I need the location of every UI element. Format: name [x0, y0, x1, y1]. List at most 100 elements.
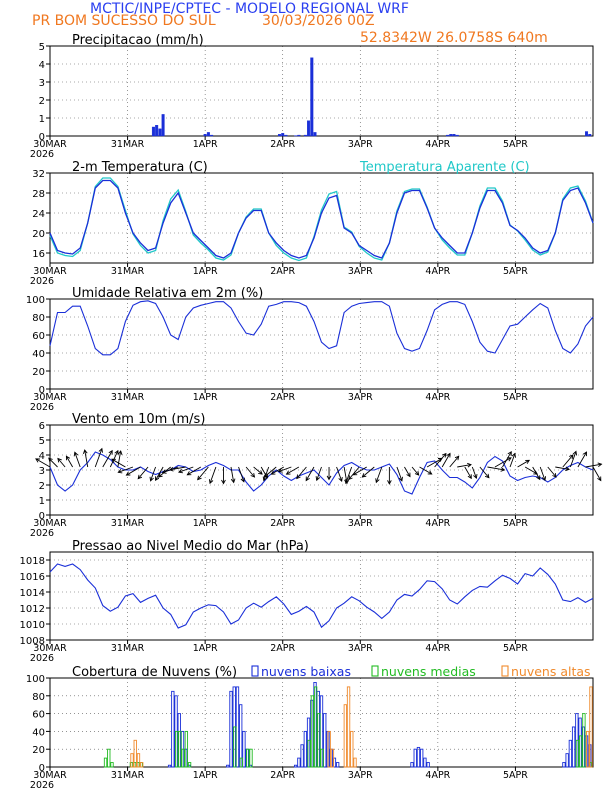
wind-vector [84, 449, 89, 468]
mid-cloud-bar [246, 748, 250, 768]
precip-bar [151, 126, 155, 137]
y-tick-label: 0 [39, 511, 45, 522]
x-tick-label: 5APR [503, 139, 528, 150]
low-cloud-bar [420, 748, 424, 768]
wind-vector [66, 456, 74, 468]
low-cloud-bar [323, 713, 327, 768]
panel-title: Precipitacao (mm/h) [72, 33, 204, 48]
x-tick-label: 1APR [193, 266, 218, 277]
wind-vector-head [82, 449, 88, 455]
wind-vector-head [230, 478, 236, 484]
precip-bar [210, 134, 214, 137]
panel-frame [49, 45, 594, 137]
x-tick-label: 3APR [348, 392, 373, 403]
wind-vector [585, 463, 602, 468]
y-tick-label: 1012 [20, 604, 45, 615]
pressure-line [49, 563, 594, 629]
y-tick-label: 40 [32, 349, 45, 360]
header-coords: 52.8342W 26.0758S 640m [360, 30, 548, 46]
y-tick-label: 40 [32, 727, 45, 738]
x-year-label: 2026 [30, 653, 54, 664]
high-cloud-bar [353, 757, 357, 768]
wind-vector [305, 466, 315, 481]
x-tick-label: 1APR [193, 392, 218, 403]
wind-vector [111, 458, 126, 468]
mid-cloud-bar [317, 713, 321, 768]
header-line-1: MCTIC/INPE/CPTEC - MODELO REGIONAL WRF [90, 1, 409, 17]
mid-cloud-bar [313, 686, 318, 768]
x-year-label: 2026 [30, 149, 54, 160]
low-cloud-bar [571, 726, 576, 768]
wind-vector [362, 466, 375, 478]
wind-vector-head [186, 471, 192, 476]
wind-vector [375, 466, 383, 483]
low-cloud-bar [410, 762, 414, 768]
wind-vector [74, 452, 81, 468]
x-year-label: 2026 [30, 528, 54, 539]
x-tick-label: 30MAR [33, 392, 67, 403]
wind-vector-head [338, 477, 343, 482]
wind-vector-head [511, 452, 516, 458]
wind-vector [419, 466, 432, 475]
wind-vector [471, 466, 477, 479]
mid-cloud-bar [184, 730, 189, 768]
wind-vector-head [326, 475, 332, 481]
wind-vector-head [221, 479, 226, 485]
wind-vector-head [114, 449, 119, 455]
wind-vector [487, 466, 505, 471]
wind-vector-head [137, 474, 143, 480]
y-tick-label: 5 [39, 436, 45, 447]
x-tick-label: 30MAR [33, 643, 67, 654]
x-tick-label: 4APR [425, 770, 450, 781]
panel-title: 2-m Temperatura (C) [72, 160, 208, 175]
panel-frame [49, 298, 594, 390]
x-tick-label: 2APR [270, 770, 295, 781]
low-cloud-bar [297, 757, 301, 768]
wind-vector-head [525, 459, 531, 464]
precip-bar [310, 57, 314, 137]
wind-vector-head [98, 447, 103, 453]
wind-vector-head [467, 462, 472, 468]
mid-cloud-bar [174, 730, 179, 768]
wind-vector-head [168, 466, 174, 472]
y-tick-label: 0 [39, 763, 45, 774]
wind-vector-head [352, 471, 358, 476]
apparent-temperature-line [49, 177, 594, 262]
y-tick-label: 6 [39, 421, 45, 432]
y-tick-label: 20 [32, 745, 45, 756]
temperature-line [49, 179, 594, 259]
low-cloud-bar [235, 686, 240, 768]
y-tick-label: 32 [32, 169, 45, 180]
high-cloud-bar [140, 762, 144, 768]
wind-vector-head [73, 451, 79, 457]
panel-frame [49, 172, 594, 264]
mid-cloud-bar [110, 762, 114, 768]
high-cloud-bar [343, 704, 347, 768]
wind-vector [532, 466, 541, 480]
wind-vector-head [285, 470, 291, 475]
wind-vector [592, 466, 602, 481]
wind-vector-head [305, 476, 310, 482]
x-tick-label: 31MAR [111, 643, 145, 654]
precip-bar [303, 134, 307, 137]
wind-vector [502, 451, 512, 468]
wind-vector-head [155, 476, 160, 481]
precip-bar [313, 132, 317, 137]
x-tick-label: 2APR [270, 139, 295, 150]
precip-bar [585, 131, 589, 137]
wind-vector-head [161, 469, 167, 474]
x-tick-label: 4APR [425, 139, 450, 150]
precip-bar [446, 134, 450, 137]
legend-label: nuvens medias [381, 664, 476, 679]
mid-cloud-bar [103, 757, 108, 768]
wind-vector [253, 466, 263, 475]
x-tick-label: 3APR [348, 139, 373, 150]
wind-vector [336, 466, 343, 482]
wind-vector-head [541, 476, 547, 482]
mid-cloud-bar [320, 748, 324, 768]
low-cloud-bar [568, 739, 573, 768]
wind-vector-head [240, 477, 245, 483]
low-cloud-bar [171, 690, 175, 768]
low-cloud-bar [303, 730, 308, 768]
wind-vector-head [262, 476, 268, 482]
